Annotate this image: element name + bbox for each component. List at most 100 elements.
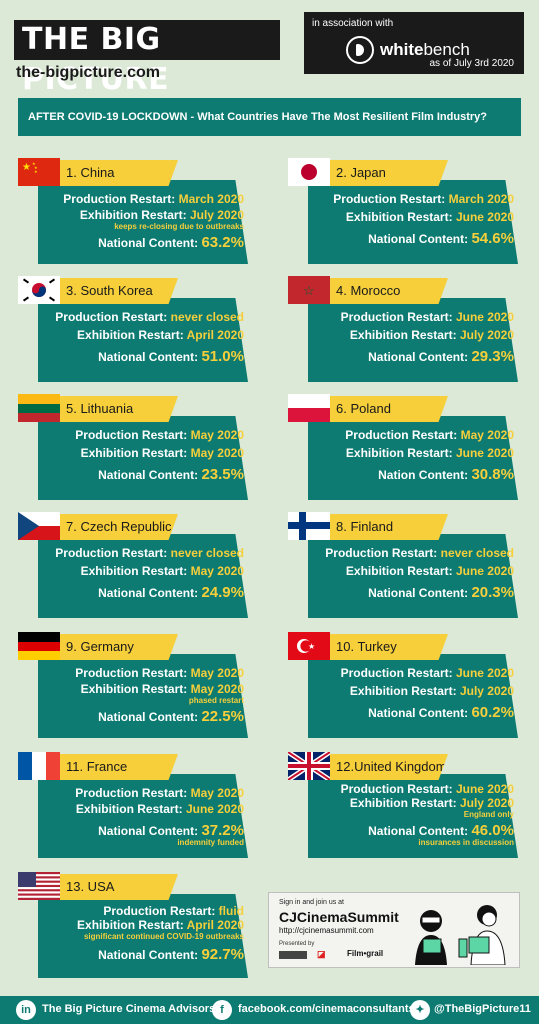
- sponsor-logo: ◪: [317, 949, 326, 959]
- svg-text:★: ★: [34, 169, 38, 174]
- japan-flag-icon: [288, 158, 330, 186]
- country-card-germany: 9. Germany Production Restart: May 2020 …: [18, 632, 268, 742]
- content-row: National Content: 23.5%: [98, 466, 244, 483]
- content-row: National Content: 24.9%: [98, 584, 244, 601]
- content-note: indemnity funded: [177, 838, 244, 847]
- exhibition-row: Exhibition Restart: April 2020: [77, 328, 244, 342]
- finland-flag-icon: [288, 512, 330, 540]
- promo-url[interactable]: http://cjcinemasummit.com: [279, 926, 374, 935]
- turkey-flag-icon: ★: [288, 632, 330, 660]
- country-card-japan: 2. Japan Production Restart: March 2020 …: [288, 158, 538, 268]
- promo-presented: Presented by: [279, 941, 315, 947]
- infographic-title: AFTER COVID-19 LOCKDOWN - What Countries…: [18, 98, 521, 136]
- south-korea-flag-icon: [18, 276, 60, 304]
- country-name: 5. Lithuania: [60, 396, 178, 422]
- cinema-summit-ad[interactable]: Sign in and join us at CJCinemaSummit ht…: [268, 892, 520, 968]
- production-row: Production Restart: March 2020: [333, 192, 514, 206]
- country-card-south-korea: 3. South Korea Production Restart: never…: [18, 276, 268, 386]
- exhibition-note: significant continued COVID-19 outbreaks: [83, 932, 244, 941]
- whitebench-logo-icon: [346, 36, 374, 64]
- linkedin-icon[interactable]: in: [16, 1000, 36, 1020]
- exhibition-row: Exhibition Restart: May 2020: [80, 564, 244, 578]
- country-name: 2. Japan: [330, 160, 448, 186]
- country-card-turkey: ★ 10. Turkey Production Restart: June 20…: [288, 632, 538, 742]
- production-row: Production Restart: May 2020: [75, 786, 244, 800]
- content-row: National Content: 54.6%: [368, 230, 514, 247]
- card-panel: [308, 654, 518, 738]
- svg-text:★: ★: [32, 161, 36, 166]
- exhibition-row: Exhibition Restart: May 2020: [80, 682, 244, 696]
- sponsor-logo: [279, 951, 307, 959]
- people-illustration-icon: [415, 905, 506, 965]
- production-row: Production Restart: never closed: [55, 310, 244, 324]
- country-card-morocco: ☆ 4. Morocco Production Restart: June 20…: [288, 276, 538, 386]
- usa-flag-icon: [18, 872, 60, 900]
- brand-logo: THE BIG PICTURE: [14, 20, 280, 97]
- card-panel: [308, 416, 518, 500]
- linkedin-link[interactable]: The Big Picture Cinema Advisors: [42, 1003, 216, 1015]
- exhibition-row: Exhibition Restart: June 2020: [75, 802, 244, 816]
- exhibition-note: keeps re-closing due to outbreaks: [114, 222, 244, 231]
- france-flag-icon: [18, 752, 60, 780]
- country-name: 4. Morocco: [330, 278, 448, 304]
- facebook-icon[interactable]: f: [212, 1000, 232, 1020]
- as-of-date: as of July 3rd 2020: [429, 58, 515, 69]
- sponsor-logo: Film•grail: [347, 949, 384, 958]
- exhibition-row: Exhibition Restart: July 2020: [79, 208, 244, 222]
- country-card-finland: 8. Finland Production Restart: never clo…: [288, 512, 538, 622]
- exhibition-row: Exhibition Restart: April 2020: [77, 918, 244, 932]
- content-row: National Content: 37.2%: [98, 822, 244, 839]
- content-row: National Content: 60.2%: [368, 704, 514, 721]
- country-name: 9. Germany: [60, 634, 178, 660]
- germany-flag-icon: [18, 632, 60, 660]
- card-panel: [308, 534, 518, 618]
- twitter-icon[interactable]: ✦: [410, 1000, 430, 1020]
- production-row: Production Restart: June 2020: [340, 666, 514, 680]
- country-card-france: 11. France Production Restart: May 2020 …: [18, 752, 268, 862]
- czech-flag-icon: [18, 512, 60, 540]
- country-name: 6. Poland: [330, 396, 448, 422]
- country-name: 13. USA: [60, 874, 178, 900]
- content-row: Nation Content: 30.8%: [378, 466, 514, 483]
- country-card-united-kingdom: 12.United Kingdom Production Restart: Ju…: [288, 752, 538, 862]
- production-row: Production Restart: March 2020: [63, 192, 244, 206]
- card-panel: [38, 894, 248, 978]
- country-card-poland: 6. Poland Production Restart: May 2020 E…: [288, 394, 538, 504]
- content-row: National Content: 92.7%: [98, 946, 244, 963]
- content-row: National Content: 63.2%: [98, 234, 244, 251]
- partner-name: whitebench: [380, 40, 470, 59]
- association-text: in association with: [312, 18, 394, 29]
- production-row: Production Restart: never closed: [325, 546, 514, 560]
- card-panel: [38, 298, 248, 382]
- promo-title: CJCinemaSummit: [279, 909, 399, 925]
- svg-text:★: ★: [308, 642, 315, 651]
- morocco-flag-icon: ☆: [288, 276, 330, 304]
- exhibition-row: Exhibition Restart: June 2020: [345, 446, 514, 460]
- card-panel: [308, 298, 518, 382]
- card-panel: [38, 534, 248, 618]
- production-row: Production Restart: June 2020: [340, 310, 514, 324]
- footer-bar: in The Big Picture Cinema Advisors f fac…: [0, 996, 539, 1024]
- country-name: 3. South Korea: [60, 278, 178, 304]
- twitter-link[interactable]: @TheBigPicture11: [434, 1003, 531, 1015]
- exhibition-row: Exhibition Restart: July 2020: [349, 328, 514, 342]
- site-url[interactable]: the-bigpicture.com: [16, 64, 161, 81]
- poland-flag-icon: [288, 394, 330, 422]
- partner-box: in association with whitebench as of Jul…: [304, 12, 524, 74]
- svg-text:★: ★: [22, 162, 31, 173]
- production-row: Production Restart: never closed: [55, 546, 244, 560]
- country-name: 10. Turkey: [330, 634, 448, 660]
- exhibition-row: Exhibition Restart: May 2020: [80, 446, 244, 460]
- country-name: 11. France: [60, 754, 178, 780]
- uk-flag-icon: [288, 752, 330, 780]
- promo-invite: Sign in and join us at: [279, 899, 344, 906]
- svg-text:☆: ☆: [303, 283, 315, 298]
- facebook-link[interactable]: facebook.com/cinemaconsultants: [238, 1003, 415, 1015]
- content-row: National Content: 46.0%: [368, 822, 514, 839]
- country-card-lithuania: 5. Lithuania Production Restart: May 202…: [18, 394, 268, 504]
- content-note: insurances in discussion: [418, 838, 514, 847]
- production-row: Production Restart: May 2020: [75, 666, 244, 680]
- country-name: 8. Finland: [330, 514, 448, 540]
- lithuania-flag-icon: [18, 394, 60, 422]
- production-row: Production Restart: June 2020: [340, 782, 514, 796]
